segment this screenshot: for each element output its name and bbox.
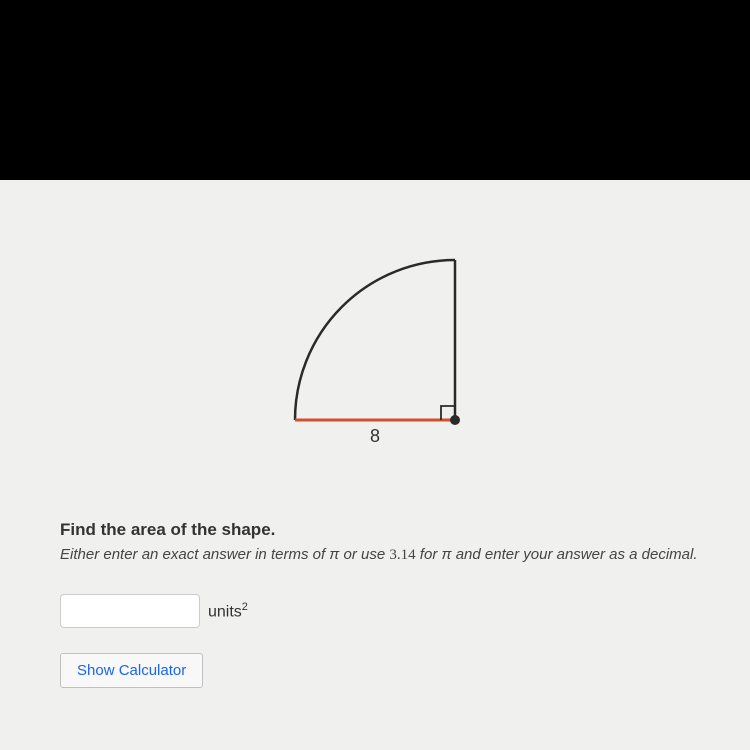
answer-input[interactable] (60, 594, 200, 628)
quarter-circle-diagram: 8 (235, 210, 515, 470)
radius-label: 8 (370, 426, 380, 446)
sub-pre: Either enter an exact answer in terms of (60, 546, 329, 563)
question-subtitle: Either enter an exact answer in terms of… (60, 546, 710, 564)
question-title: Find the area of the shape. (60, 520, 710, 540)
units-text: units (208, 603, 242, 620)
pi-value: 3.14 (389, 547, 415, 563)
center-point (450, 415, 460, 425)
sub-post-pi: for (416, 546, 442, 563)
units-exponent: 2 (242, 601, 248, 613)
arc-path (295, 260, 455, 420)
pi-symbol-2: π (441, 546, 451, 563)
content-area: 8 Find the area of the shape. Either ent… (0, 180, 750, 750)
top-black-bar (0, 0, 750, 180)
pi-symbol: π (329, 546, 339, 563)
show-calculator-button[interactable]: Show Calculator (60, 653, 203, 688)
question-block: Find the area of the shape. Either enter… (40, 520, 710, 688)
sub-end: and enter your answer as a decimal. (452, 546, 698, 563)
units-label: units2 (208, 601, 248, 621)
sub-mid: or use (339, 546, 389, 563)
answer-row: units2 (60, 594, 710, 628)
diagram-svg: 8 (235, 210, 515, 470)
